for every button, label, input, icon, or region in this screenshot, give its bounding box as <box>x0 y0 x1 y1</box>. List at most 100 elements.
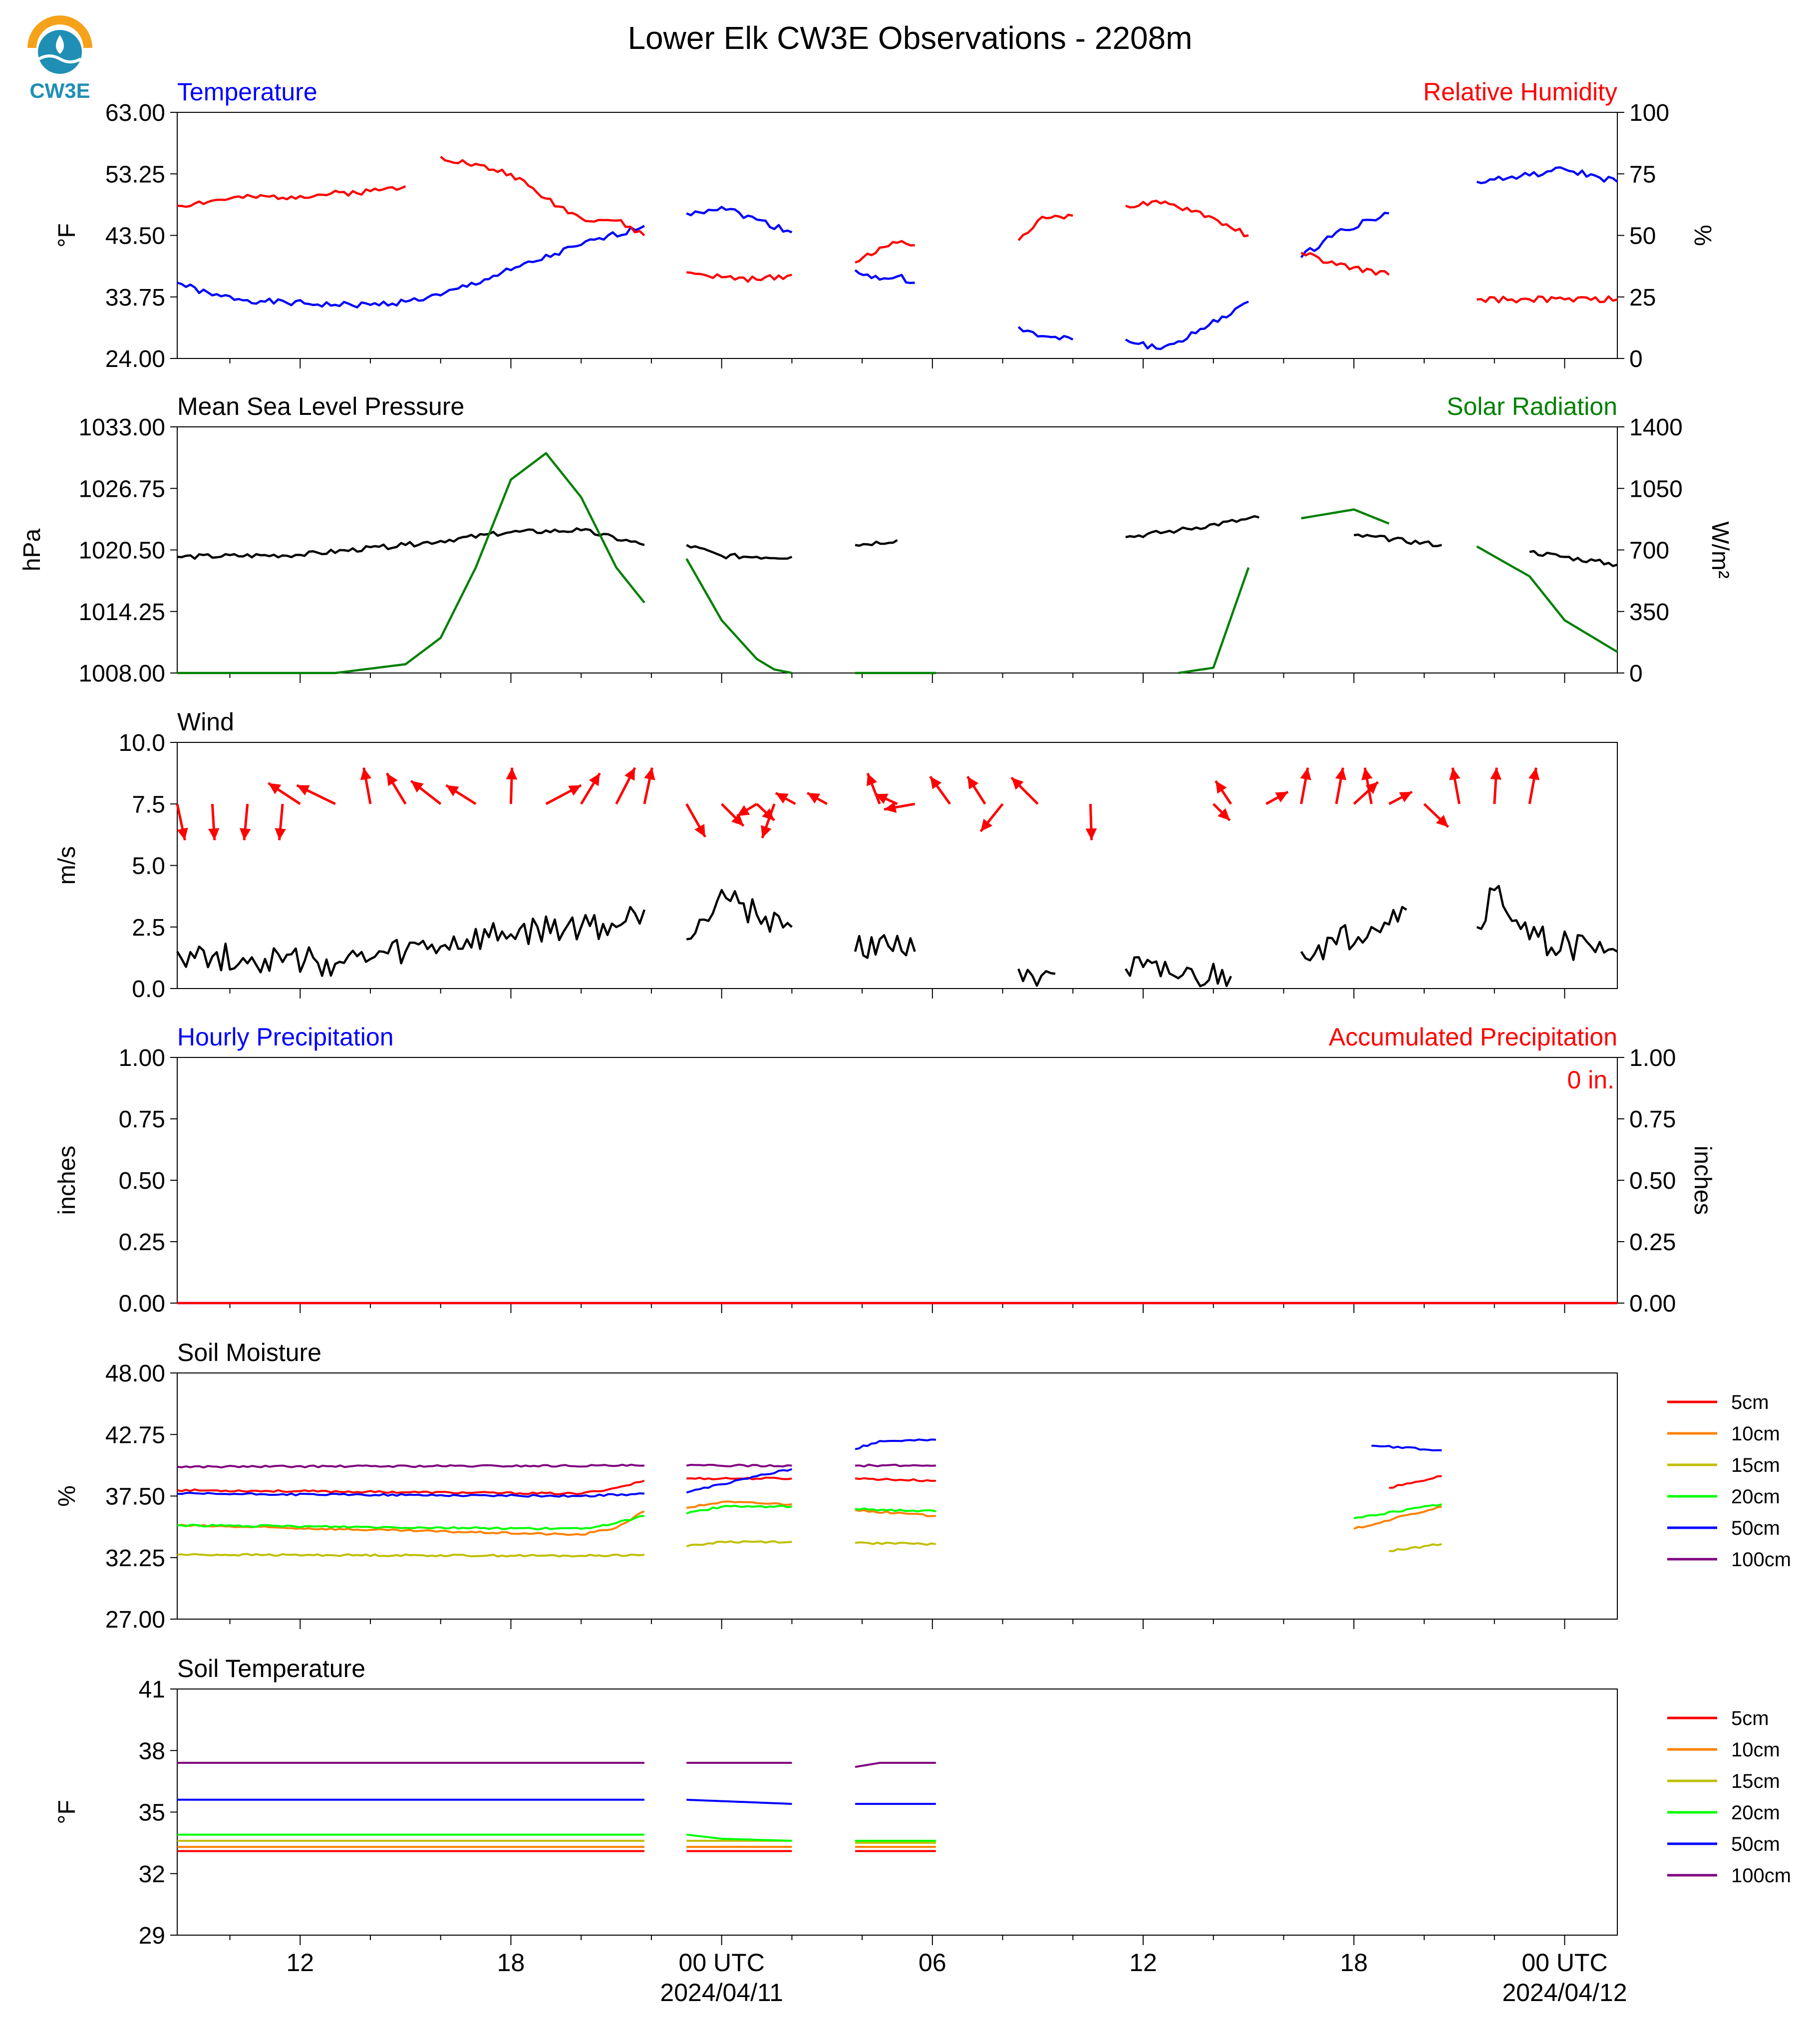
y-tick-label-left: 35 <box>139 1800 165 1826</box>
wind-arrow-head <box>1217 808 1230 821</box>
series-line-5cm <box>177 1475 1442 1495</box>
series-line-mean-sea-level-pressure <box>177 515 1618 567</box>
legend-label: 50cm <box>1731 1517 1780 1539</box>
y-tick-label-left: 1008.00 <box>78 661 165 687</box>
panel-wind: 0.0 2.5 5.0 7.5 10.0 m/s Wind <box>54 708 1618 1003</box>
y-tick-label-right: 50 <box>1629 223 1656 250</box>
y-tick-label-left: 1026.75 <box>78 476 165 502</box>
y-tick-label-right: 0 <box>1629 346 1643 372</box>
y-tick-label-left: 37.50 <box>105 1484 165 1510</box>
y-axis-label-right: inches <box>1689 1146 1716 1215</box>
plot-frame <box>177 1372 1618 1620</box>
wind-arrow-head <box>761 825 772 838</box>
wind-arrow-head <box>589 773 600 786</box>
y-tick-label-left: 0.00 <box>119 1291 165 1317</box>
y-tick-label-left: 32 <box>139 1861 165 1888</box>
x-tick-label: 00 UTC <box>679 1949 765 1977</box>
y-tick-label-right: 75 <box>1629 161 1656 188</box>
panel-title-left: Hourly Precipitation <box>177 1023 394 1051</box>
wind-arrow-head <box>875 793 889 804</box>
panel-precip: 0.00 0.25 0.50 0.75 1.00 0.00 0.25 0.50 0.75 1.00… <box>54 1023 1716 1317</box>
series-line-100cm <box>177 1463 936 1469</box>
wind-arrow-head <box>240 828 251 840</box>
y-tick-label-left: 0.25 <box>119 1229 165 1256</box>
wind-arrow-head <box>624 767 635 781</box>
wind-arrow-head <box>1215 781 1227 794</box>
logo-drop <box>56 35 64 54</box>
wind-arrow-head <box>411 781 424 793</box>
cw3e-logo: CW3E <box>27 15 92 102</box>
wind-arrow-head <box>208 828 220 840</box>
y-tick-label-left: 7.5 <box>132 791 165 818</box>
y-tick-label-left: 0.75 <box>119 1106 165 1133</box>
x-tick-label: 18 <box>1340 1949 1368 1977</box>
legend-label: 15cm <box>1731 1770 1780 1792</box>
y-tick-label-left: 1033.00 <box>78 414 165 441</box>
y-tick-label-right: 100 <box>1629 100 1669 126</box>
panel-title-right: Relative Humidity <box>1423 78 1617 106</box>
plot-frame <box>177 112 1618 359</box>
panel-title-left: Temperature <box>177 78 317 106</box>
legend-label: 100cm <box>1731 1549 1791 1571</box>
wind-arrow-head <box>731 813 744 826</box>
wind-arrow-head <box>694 824 705 837</box>
y-tick-label-left: 41 <box>139 1677 165 1703</box>
legend-label: 100cm <box>1731 1865 1791 1887</box>
wind-arrow-head <box>1300 767 1311 780</box>
y-tick-label-left: 1020.50 <box>78 538 165 564</box>
y-axis-label-left: °F <box>54 223 80 248</box>
wind-arrow-head <box>644 767 655 780</box>
wind-arrow-head <box>1011 777 1024 790</box>
logo-waves <box>38 54 82 63</box>
panel-title-left: Wind <box>177 708 234 736</box>
y-axis-label-right: % <box>1689 225 1716 246</box>
y-tick-label-right: 0.50 <box>1629 1168 1676 1194</box>
plot-frame <box>177 426 1618 674</box>
wind-arrow-head <box>1275 792 1288 803</box>
y-axis-label-left: °F <box>54 1800 80 1824</box>
wind-arrow-head <box>1436 815 1449 827</box>
series-line-50cm <box>177 1438 1442 1498</box>
series-line-50cm <box>177 1798 936 1805</box>
wind-arrow-head <box>360 767 372 780</box>
y-tick-label-left: 29 <box>139 1923 165 1949</box>
plot-frame <box>177 1689 1618 1936</box>
wind-arrow-head <box>297 785 310 796</box>
y-tick-label-right: 1050 <box>1629 476 1683 502</box>
x-tick-label: 12 <box>286 1949 314 1977</box>
series-line-temperature <box>177 166 1618 350</box>
x-tick-date-label: 2024/04/11 <box>660 1979 783 2007</box>
wind-arrow-head <box>762 808 775 821</box>
series-line-100cm <box>177 1761 936 1768</box>
y-tick-label-left: 2.5 <box>132 915 165 941</box>
wind-arrow-head <box>1528 767 1540 780</box>
y-tick-label-left: 24.00 <box>105 346 165 372</box>
y-tick-label-left: 33.75 <box>105 285 165 311</box>
y-tick-label-right: 1.00 <box>1629 1045 1676 1071</box>
series-line-solar-radiation <box>177 452 1618 675</box>
panel-title-right: Accumulated Precipitation <box>1329 1023 1617 1051</box>
y-axis-label-right: W/m² <box>1707 521 1733 579</box>
y-tick-label-left: 1014.25 <box>78 599 165 626</box>
y-tick-label-left: 5.0 <box>132 853 165 880</box>
wind-arrow-head <box>884 802 897 813</box>
y-tick-label-left: 1.00 <box>119 1045 165 1071</box>
y-tick-label-right: 0.75 <box>1629 1106 1676 1133</box>
series-line-wind <box>176 885 1618 988</box>
x-tick-date-label: 2024/04/12 <box>1502 1979 1627 2007</box>
panel-pressure_solar: 1008.00 1014.25 1020.50 1026.75 1033.00 0 350 7… <box>19 392 1733 687</box>
y-tick-label-left: 27.00 <box>105 1607 165 1633</box>
y-tick-label-right: 1400 <box>1629 414 1683 441</box>
wind-arrow-head <box>930 776 942 789</box>
wind-arrow-head <box>867 773 878 786</box>
panel-temp_rh: 24.00 33.75 43.50 53.25 63.00 0 25 50 75 100 °F % Te… <box>54 78 1716 372</box>
logo-ring <box>27 15 92 48</box>
panel-title-left: Soil Moisture <box>177 1339 321 1366</box>
y-tick-label-left: 32.25 <box>105 1545 165 1572</box>
wind-arrow-head <box>506 767 518 780</box>
plot-frame <box>177 1057 1618 1304</box>
y-tick-label-left: 48.00 <box>105 1360 165 1387</box>
wind-arrow-head <box>387 773 398 786</box>
logo-text: CW3E <box>29 79 90 102</box>
